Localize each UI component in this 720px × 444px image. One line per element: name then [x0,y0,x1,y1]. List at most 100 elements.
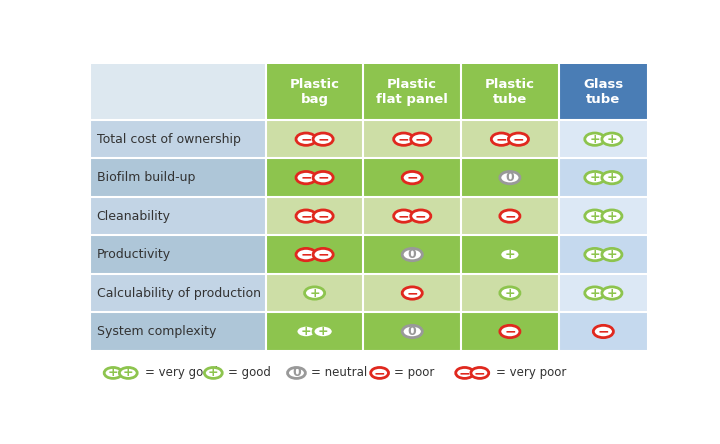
FancyBboxPatch shape [461,235,559,274]
Circle shape [602,133,622,145]
FancyBboxPatch shape [90,120,266,159]
FancyBboxPatch shape [364,274,461,312]
FancyBboxPatch shape [559,274,648,312]
FancyBboxPatch shape [364,120,461,159]
Text: Plastic
tube: Plastic tube [485,78,535,106]
Circle shape [104,368,122,378]
Text: −: − [406,286,418,300]
FancyBboxPatch shape [266,63,364,120]
Circle shape [296,210,316,222]
Circle shape [585,248,605,261]
FancyBboxPatch shape [90,235,266,274]
Circle shape [305,287,325,299]
Circle shape [500,171,520,184]
Text: −: − [318,248,329,262]
Text: Plastic
bag: Plastic bag [289,78,340,106]
Circle shape [402,287,423,299]
Text: −: − [415,132,426,146]
Circle shape [500,287,520,299]
Text: −: − [300,209,312,223]
FancyBboxPatch shape [266,235,364,274]
Text: −: − [300,132,312,146]
Circle shape [204,368,222,378]
Circle shape [296,325,316,337]
Text: +: + [208,366,219,380]
Text: −: − [598,325,609,338]
FancyBboxPatch shape [364,63,461,120]
FancyBboxPatch shape [559,63,648,120]
Circle shape [593,325,613,337]
Text: +: + [318,325,328,338]
Text: −: − [459,366,470,380]
Circle shape [287,368,305,378]
Circle shape [313,248,333,261]
FancyBboxPatch shape [461,274,559,312]
Circle shape [313,210,333,222]
Text: +: + [606,133,617,146]
Text: −: − [318,170,329,185]
Circle shape [471,368,489,378]
Text: +: + [606,210,617,222]
FancyBboxPatch shape [461,197,559,235]
Circle shape [394,133,414,145]
Text: −: − [406,170,418,185]
Text: +: + [505,286,516,300]
Circle shape [296,248,316,261]
Circle shape [120,368,138,378]
FancyBboxPatch shape [461,120,559,159]
Circle shape [500,210,520,222]
Text: +: + [590,210,600,222]
Circle shape [491,133,511,145]
Text: −: − [495,132,507,146]
FancyBboxPatch shape [90,274,266,312]
Circle shape [585,287,605,299]
Text: Productivity: Productivity [96,248,171,261]
FancyBboxPatch shape [364,197,461,235]
Circle shape [500,325,520,337]
Text: Biofilm build-up: Biofilm build-up [96,171,195,184]
FancyBboxPatch shape [461,312,559,351]
Text: +: + [590,171,600,184]
Text: −: − [374,366,385,380]
Text: −: − [318,209,329,223]
Text: −: − [398,132,410,146]
Circle shape [410,133,431,145]
Text: Cleanability: Cleanability [96,210,171,222]
Text: +: + [606,248,617,261]
Text: −: − [300,170,312,185]
Text: −: − [318,132,329,146]
Circle shape [456,368,474,378]
Circle shape [296,133,316,145]
Circle shape [402,325,423,337]
Text: 0: 0 [292,366,301,380]
Circle shape [371,368,389,378]
Circle shape [402,171,423,184]
Circle shape [500,248,520,261]
Circle shape [585,210,605,222]
FancyBboxPatch shape [266,120,364,159]
Text: −: − [504,325,516,338]
FancyBboxPatch shape [90,159,266,197]
FancyBboxPatch shape [364,312,461,351]
Circle shape [313,133,333,145]
Text: −: − [504,209,516,223]
Text: = neutral: = neutral [311,366,367,380]
Text: +: + [310,286,320,300]
Text: +: + [590,286,600,300]
Text: +: + [606,171,617,184]
Circle shape [313,325,333,337]
Text: Total cost of ownership: Total cost of ownership [96,133,240,146]
Text: = very good: = very good [145,366,217,380]
Circle shape [602,210,622,222]
FancyBboxPatch shape [364,235,461,274]
Circle shape [402,248,423,261]
Text: = very poor: = very poor [496,366,567,380]
FancyBboxPatch shape [559,235,648,274]
Text: 0: 0 [505,171,514,184]
FancyBboxPatch shape [90,197,266,235]
FancyBboxPatch shape [90,312,266,351]
Text: +: + [590,133,600,146]
Text: +: + [123,366,134,380]
Text: +: + [505,248,516,261]
FancyBboxPatch shape [559,159,648,197]
